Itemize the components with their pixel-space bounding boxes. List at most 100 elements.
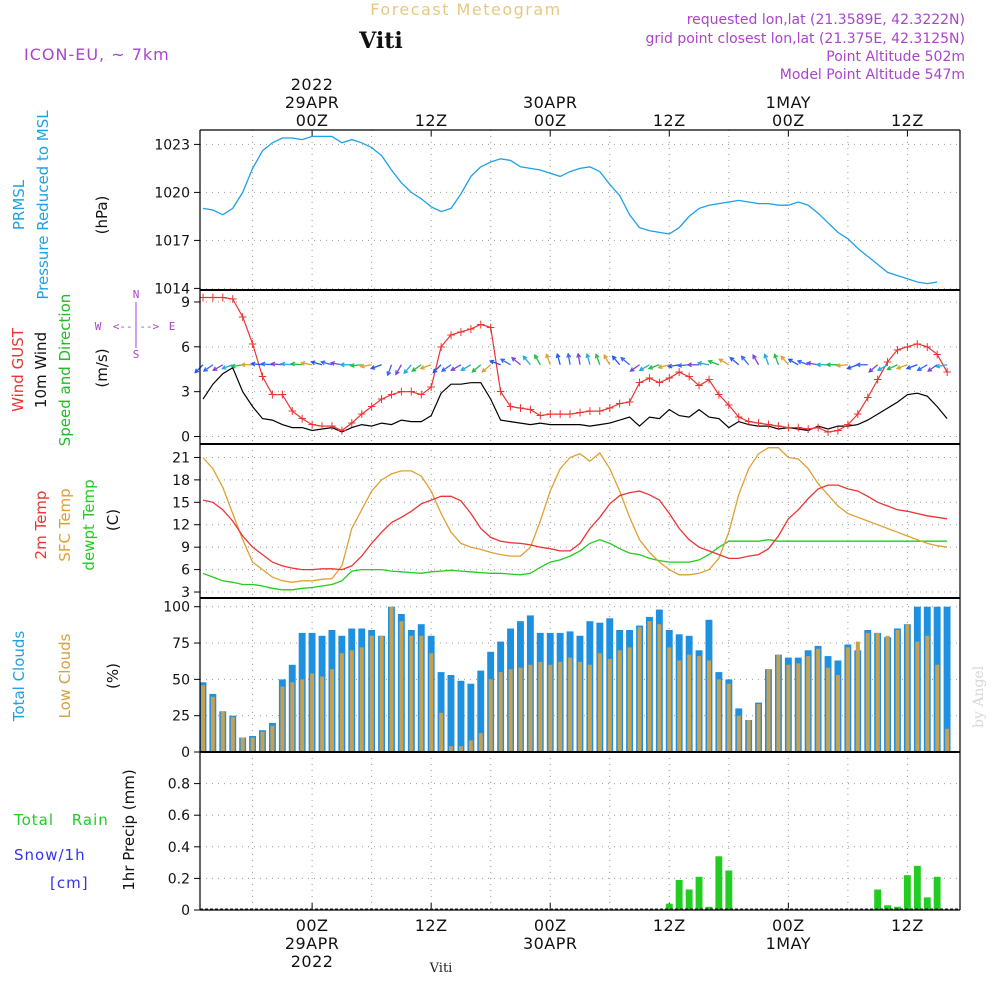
snow-label: Snow/1h [14, 846, 86, 864]
wind-dir-arrowhead [489, 359, 495, 365]
low-cloud-bar [369, 635, 374, 752]
bottom-axis-label: 30APR [523, 934, 578, 953]
top-axis-label: 12Z [653, 111, 686, 130]
top-axis-label: 12Z [415, 111, 448, 130]
low-cloud-bar [578, 661, 582, 752]
gust-marker: + [317, 419, 327, 433]
y-tick-label: 50 [172, 672, 190, 688]
gust-marker: + [525, 403, 535, 417]
wind-dir-arrowhead [221, 365, 227, 370]
rain-bar [695, 876, 703, 910]
wind-dir-arrow [411, 364, 422, 372]
total-clouds-label: Total Clouds [10, 631, 28, 723]
wind-dir-arrow [788, 358, 799, 366]
wind-dir-arrow [311, 361, 323, 366]
wind-dir-arrow [603, 354, 611, 366]
low-cloud-bar [419, 635, 424, 752]
y-tick-label: 0 [181, 430, 190, 446]
total-cloud-bar [943, 606, 951, 752]
wind-dir-arrowhead [279, 361, 286, 367]
wind-dir-arrowhead [718, 358, 724, 364]
wind-dir-arrow [612, 355, 621, 366]
rain-bar [685, 889, 693, 910]
y-tick-label: 1017 [154, 233, 190, 249]
low-cloud-bar [885, 635, 890, 752]
wind-dir-arrow [203, 364, 214, 372]
wind-dir-arrow [729, 357, 740, 366]
wind-gust-label: Wind GUST [9, 327, 27, 412]
low-cloud-bar [459, 746, 463, 752]
y-tick-label: 0.2 [168, 871, 190, 887]
low-cloud-bar [607, 659, 612, 752]
gust-marker: + [763, 418, 773, 432]
wind-dir-arrow [321, 361, 333, 366]
low-cloud-bar [478, 733, 483, 752]
wind-10m-label: 10m Wind [32, 332, 50, 408]
rain-bar [675, 880, 683, 910]
wind-dir-arrow [387, 364, 393, 376]
low-cloud-bar [558, 661, 563, 752]
wind-dir-arrow [648, 364, 660, 370]
temp2m-label: 2m Temp [32, 491, 50, 560]
low-cloud-bar [518, 667, 523, 752]
low-cloud-bar [349, 650, 354, 752]
gust-marker: + [615, 397, 625, 411]
y-tick-label: 6 [181, 340, 190, 356]
low-cloud-bar [796, 663, 801, 752]
low-cloud-bar [677, 660, 682, 752]
wind-dir-arrowhead [359, 363, 365, 369]
wind-dir-arrowhead [594, 353, 600, 359]
compass-north: N [133, 288, 140, 301]
rain-bar [705, 906, 713, 910]
gust-marker: + [833, 424, 843, 438]
wind-speed-series [202, 366, 948, 433]
low-cloud-bar [637, 627, 642, 752]
rain-bar [903, 875, 911, 910]
gridpoint-coords: grid point closest lon,lat (21.375E, 42.… [645, 31, 965, 47]
y-tick-label: 21 [172, 450, 190, 466]
gust-marker: + [367, 400, 377, 414]
top-axis-label: 1MAY [766, 93, 811, 112]
low-cloud-bar [905, 624, 910, 752]
wind-dir-arrow [780, 355, 789, 366]
gust-marker: + [565, 407, 575, 421]
wind-dir-arrowhead [511, 356, 517, 362]
wind-dir-arrowhead [386, 371, 392, 377]
low-cloud-bar [895, 630, 900, 752]
pressure-series [202, 135, 938, 285]
gust-marker: + [396, 385, 406, 399]
wind-dir-arrowhead [603, 354, 609, 360]
low-cloud-bar [845, 647, 850, 752]
pressure-panel: 1014 1017 1020 1023 [154, 130, 960, 297]
gust-marker: + [873, 373, 883, 387]
wind-dir-arrow [500, 358, 511, 366]
bottom-axis-label: 12Z [891, 916, 924, 935]
precip-panel: 0 0.2 0.4 0.6 0.8 [168, 752, 960, 919]
temp2m-series [202, 484, 948, 571]
wind-dir-arrow [567, 353, 571, 365]
wind-dir-arrow [481, 364, 492, 373]
watermark: by Angel [971, 665, 987, 728]
low-cloud-bar [260, 731, 265, 752]
low-cloud-bar [270, 725, 275, 752]
low-cloud-bar [508, 669, 513, 752]
wind-dir-arrowhead [647, 365, 654, 370]
gust-marker: + [406, 385, 416, 399]
low-cloud-bar [697, 656, 702, 752]
rain-bar [933, 876, 941, 910]
chart-title: Forecast Meteogram [370, 0, 561, 19]
compass-south: S [133, 348, 140, 361]
wind-dir-arrowhead [876, 366, 883, 371]
wind-dir-arrow [630, 364, 640, 372]
y-tick-label: 0 [181, 745, 190, 761]
gust-marker: + [634, 376, 644, 390]
low-cloud-bar [300, 679, 305, 752]
wind-dir-arrowhead [686, 362, 692, 368]
wind-dir-label: Speed and Direction [56, 294, 74, 447]
rain-bar [665, 903, 673, 910]
bottom-axis-label: 00Z [534, 916, 567, 935]
low-cloud-bar [627, 647, 632, 752]
low-cloud-bar [409, 635, 414, 752]
wind-dir-arrow [906, 364, 918, 370]
